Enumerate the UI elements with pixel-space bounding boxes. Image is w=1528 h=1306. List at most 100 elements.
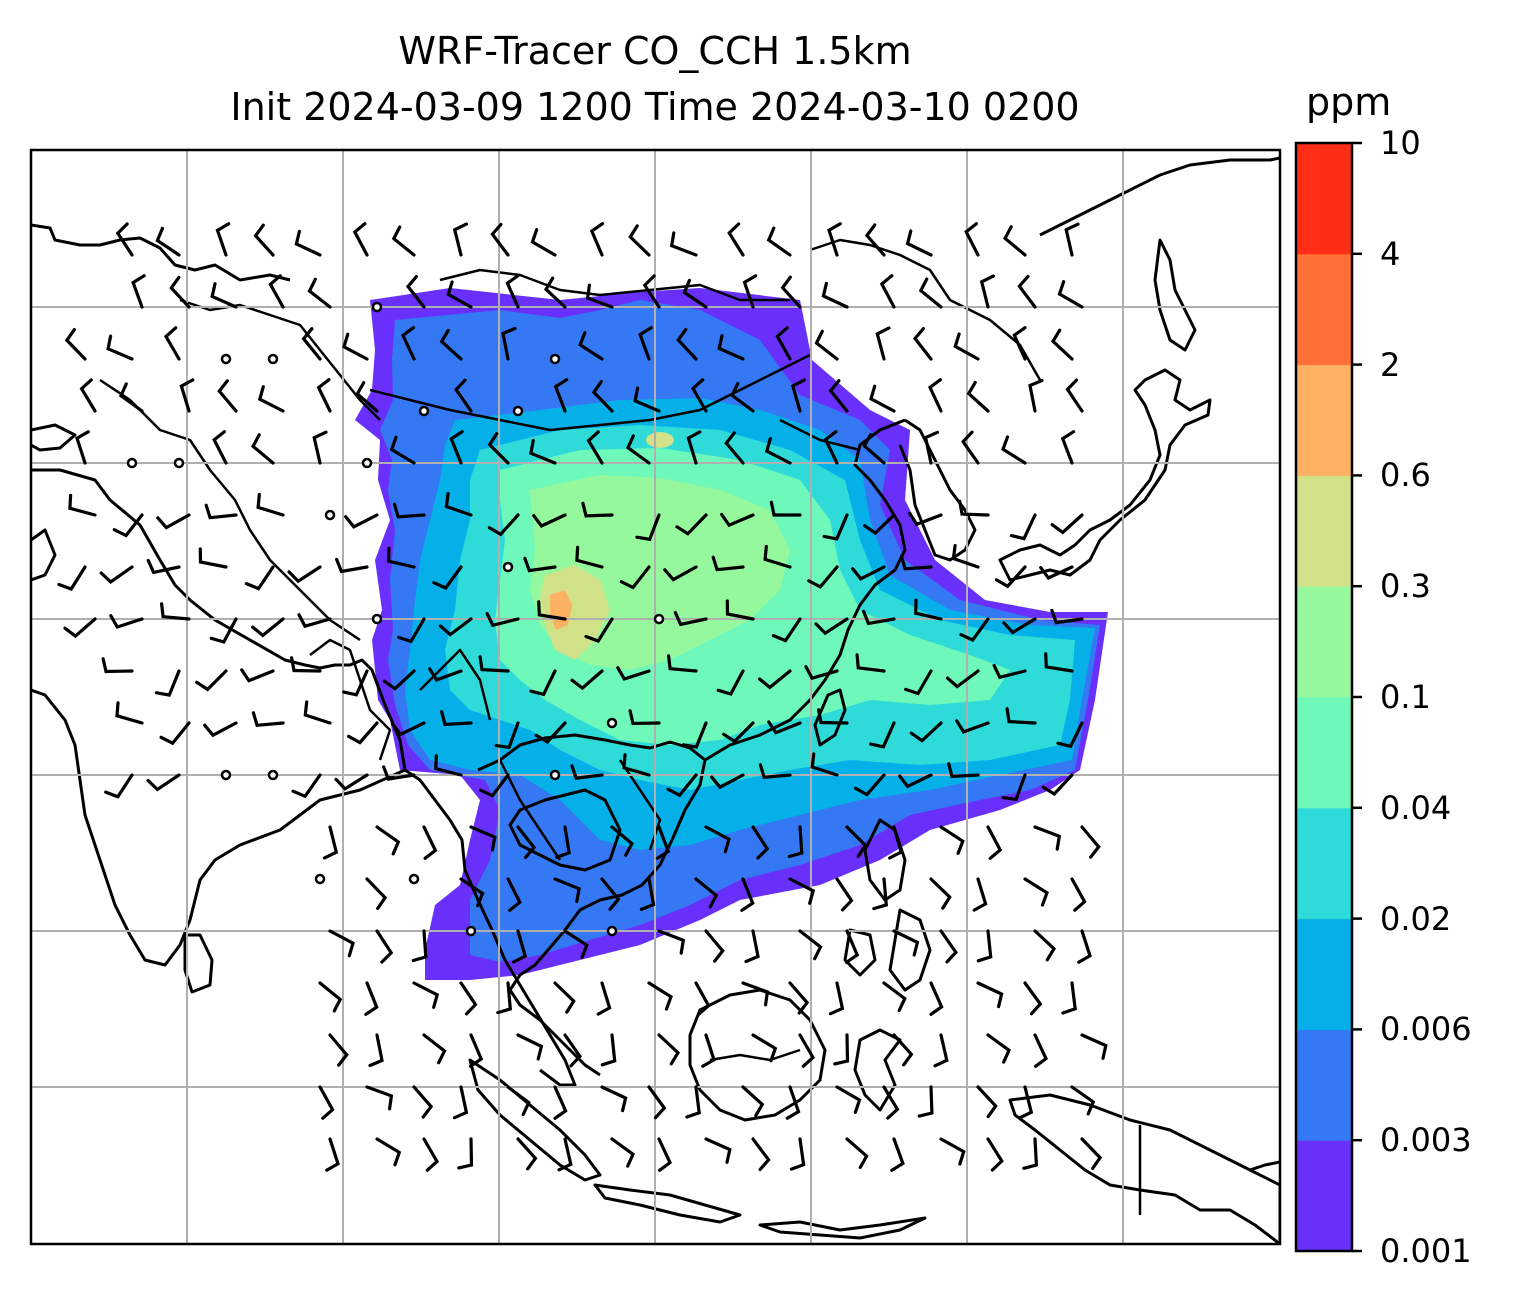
calm-marker (465, 925, 477, 937)
wind-barb (810, 752, 839, 777)
wind-barb (964, 222, 980, 257)
wind-barb (704, 929, 725, 963)
wind-barb (823, 430, 839, 465)
colorbar-band (1296, 807, 1352, 920)
wind-barb (917, 1085, 934, 1118)
wind-barb (890, 1137, 905, 1172)
wind-barb (912, 327, 933, 361)
colorbar-tick-label: 0.1 (1380, 678, 1431, 716)
wind-barb (355, 381, 379, 413)
wind-barb (1056, 721, 1084, 749)
wind-barb (785, 1085, 801, 1120)
wind-barb (389, 435, 416, 465)
calm-marker (371, 613, 383, 625)
wind-barb (787, 825, 804, 859)
wind-barb (328, 1033, 349, 1067)
wind-barb (788, 877, 816, 905)
wind-barb (814, 329, 839, 361)
wind-barb (673, 610, 708, 627)
wind-barb (438, 617, 473, 637)
wind-barb (1070, 877, 1087, 912)
wind-barb (898, 773, 933, 789)
wind-barb (109, 614, 144, 629)
wind-barb (365, 877, 388, 910)
wind-barb (240, 668, 275, 683)
wind-barb (1023, 981, 1043, 1016)
wind-barb (584, 617, 614, 643)
map-frame (29, 148, 1282, 1246)
wind-barb (814, 617, 849, 636)
wind-barb (131, 274, 146, 309)
calm-marker (324, 509, 336, 521)
wind-barb (586, 430, 604, 465)
wind-barb (215, 222, 231, 257)
wind-barb (771, 617, 802, 643)
calm-marker (267, 769, 279, 781)
wind-barb (751, 1137, 771, 1172)
wind-barb (578, 331, 604, 361)
wind-barb (485, 612, 520, 628)
colorbar-band (1296, 364, 1352, 476)
wind-barb (457, 1137, 474, 1170)
wind-barb (454, 378, 473, 413)
colorbar-band (1296, 1140, 1352, 1252)
wind-barb (727, 222, 745, 257)
wind-barb (908, 511, 943, 527)
calm-marker (173, 457, 185, 469)
wind-barb (986, 1137, 1004, 1172)
wind-barb (751, 1033, 778, 1063)
wind-barb (364, 981, 379, 1016)
wind-barb (316, 378, 332, 413)
wind-barb (986, 825, 1003, 860)
wind-barb (966, 380, 990, 413)
wind-barb (1050, 513, 1084, 535)
wind-barb (638, 326, 653, 361)
wind-barb (927, 378, 943, 413)
wind-barb (468, 1033, 484, 1068)
wind-barb (807, 565, 839, 589)
wind-barb (929, 877, 952, 910)
wind-barb (720, 512, 755, 528)
tracer-level-7 (540, 565, 610, 660)
wind-barb (1023, 877, 1049, 907)
wind-barb (862, 609, 896, 626)
wind-barb (905, 229, 933, 257)
calm-marker (549, 769, 561, 781)
colorbar-tick-label: 0.003 (1380, 1121, 1472, 1160)
wind-barb (833, 1033, 850, 1066)
wind-barb (622, 753, 651, 777)
wind-barb (694, 877, 719, 909)
wind-barb (775, 326, 792, 361)
wind-barb (619, 565, 651, 590)
wind-barb (909, 721, 943, 743)
wind-barb (534, 721, 567, 745)
wind-barb (375, 929, 394, 964)
wind-barb (904, 669, 933, 696)
wind-barb (888, 825, 904, 860)
wind-barb (704, 1137, 732, 1164)
wind-barb (325, 1137, 340, 1172)
wind-barb (99, 565, 134, 584)
wind-barb (681, 721, 708, 749)
wind-barb (1050, 328, 1074, 361)
wind-barb (1005, 707, 1037, 725)
wind-barb (290, 656, 322, 673)
colorbar-tick-label: 2 (1380, 345, 1401, 384)
wind-barb (251, 711, 285, 728)
calm-marker (549, 353, 561, 365)
wind-barb (751, 825, 770, 860)
wind-barb (449, 430, 464, 465)
wind-barb (1070, 1085, 1096, 1116)
colorbar-unit: ppm (1306, 80, 1392, 124)
wind-barb (106, 334, 134, 361)
wind-barb (1077, 929, 1092, 964)
wind-barb (918, 277, 943, 309)
wind-barb (257, 385, 285, 413)
wind-barb (655, 825, 671, 860)
wind-barb (268, 274, 285, 309)
wind-barb (434, 754, 463, 777)
wind-barb (642, 274, 661, 309)
wind-barb (439, 328, 463, 361)
wind-barb (758, 669, 792, 690)
wind-barb (516, 825, 537, 859)
